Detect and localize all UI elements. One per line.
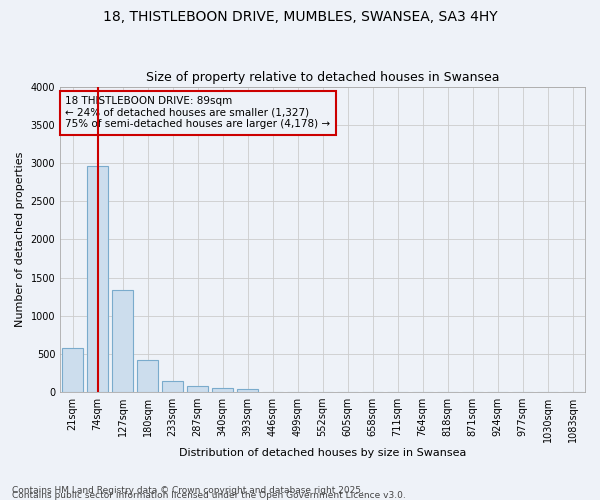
Bar [87, 166, 108, 392]
Bar [137, 360, 158, 392]
Bar [187, 386, 208, 392]
Text: Contains public sector information licensed under the Open Government Licence v3: Contains public sector information licen… [12, 490, 406, 500]
X-axis label: Distribution of detached houses by size in Swansea: Distribution of detached houses by size … [179, 448, 466, 458]
Bar [162, 381, 183, 392]
Y-axis label: Number of detached properties: Number of detached properties [15, 152, 25, 327]
Text: 18 THISTLEBOON DRIVE: 89sqm
← 24% of detached houses are smaller (1,327)
75% of : 18 THISTLEBOON DRIVE: 89sqm ← 24% of det… [65, 96, 331, 130]
Bar [112, 290, 133, 392]
Bar [212, 388, 233, 392]
Text: Contains HM Land Registry data © Crown copyright and database right 2025.: Contains HM Land Registry data © Crown c… [12, 486, 364, 495]
Text: 18, THISTLEBOON DRIVE, MUMBLES, SWANSEA, SA3 4HY: 18, THISTLEBOON DRIVE, MUMBLES, SWANSEA,… [103, 10, 497, 24]
Title: Size of property relative to detached houses in Swansea: Size of property relative to detached ho… [146, 72, 499, 85]
Bar [62, 348, 83, 392]
Bar [237, 389, 258, 392]
